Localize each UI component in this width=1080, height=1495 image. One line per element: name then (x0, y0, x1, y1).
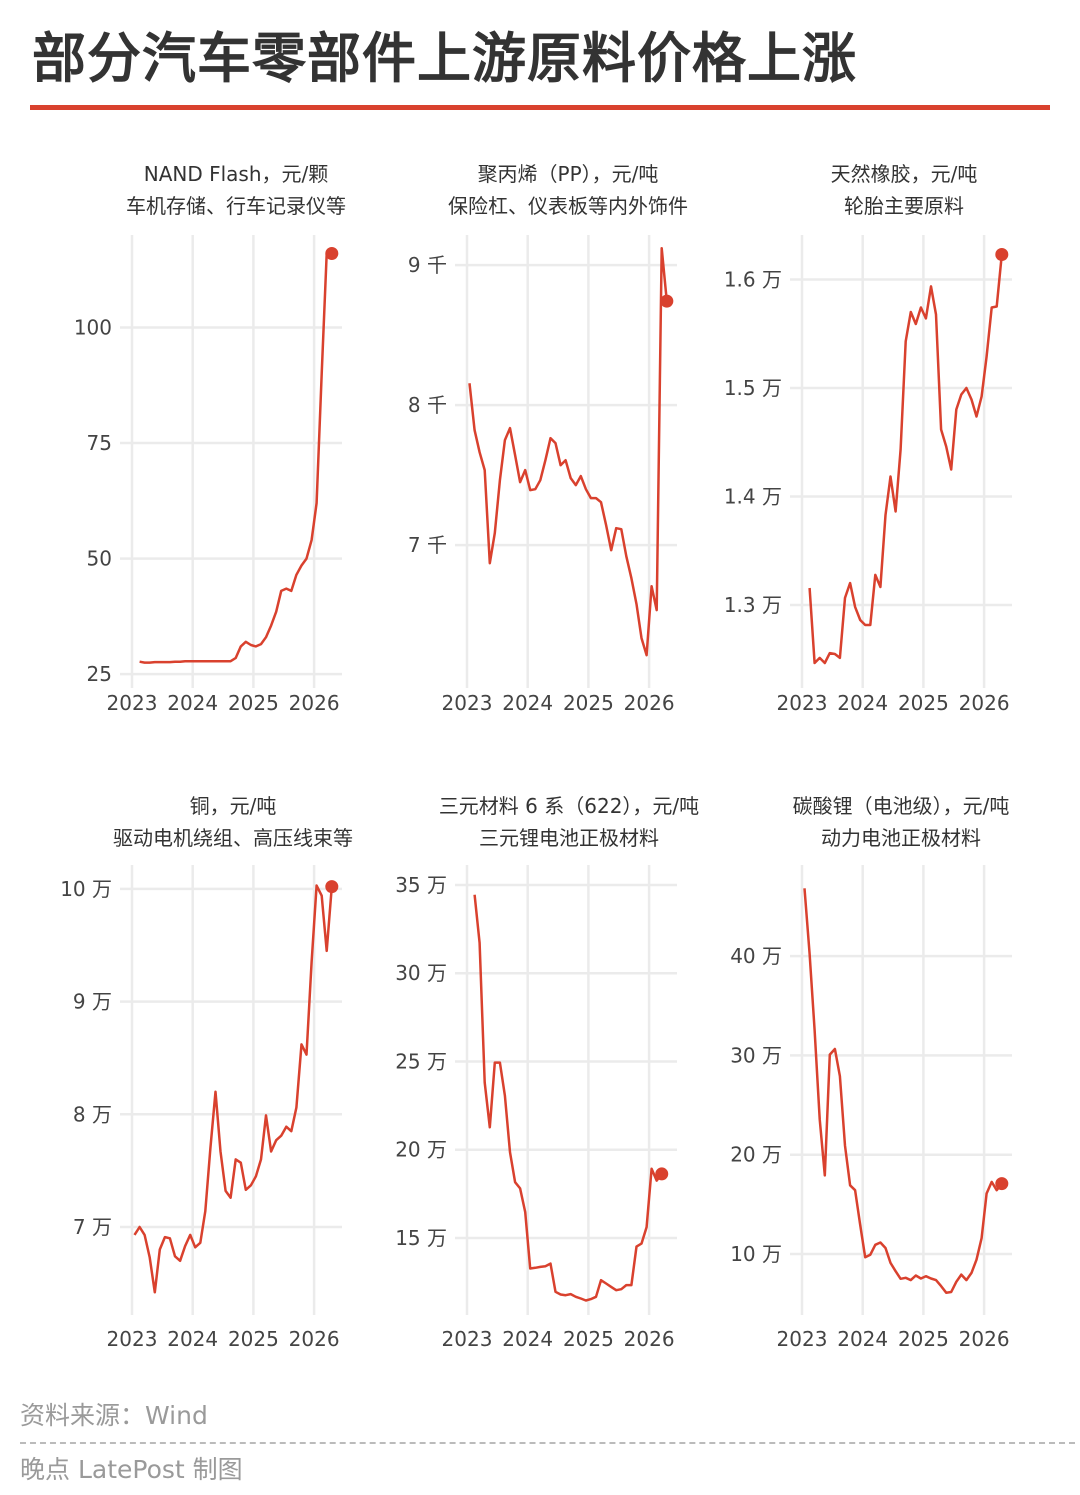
y-tick-label: 1.4 万 (724, 484, 782, 508)
x-tick-label: 2024 (502, 691, 553, 715)
y-tick-label: 50 (87, 547, 112, 571)
x-tick-label: 2023 (107, 1327, 158, 1351)
series-line (139, 252, 332, 664)
y-tick-label: 10 万 (730, 1242, 782, 1266)
panel-subtitle: 保险杠、仪表板等内外饰件 (448, 194, 688, 218)
y-tick-label: 7 千 (408, 533, 447, 557)
y-tick-label: 40 万 (730, 944, 782, 968)
panel-title-nand: NAND Flash，元/颗 车机存储、行车记录仪等 (66, 158, 406, 222)
series-line (803, 888, 1003, 1294)
panel-subtitle: 驱动电机绕组、高压线束等 (113, 826, 353, 850)
x-tick-label: 2023 (777, 1327, 828, 1351)
x-tick-label: 2025 (228, 1327, 279, 1351)
panel-subtitle: 三元锂电池正极材料 (479, 826, 659, 850)
latest-value-dot (655, 1167, 669, 1181)
latest-value-dot (995, 248, 1009, 262)
panel-title: NAND Flash，元/颗 (143, 162, 329, 186)
source-note: 资料来源：Wind (20, 1401, 208, 1430)
x-tick-label: 2024 (837, 1327, 888, 1351)
x-tick-label: 2026 (959, 691, 1010, 715)
panel-title: 天然橡胶，元/吨 (830, 162, 978, 186)
panel-title-rubber: 天然橡胶，元/吨 轮胎主要原料 (734, 158, 1074, 222)
y-tick-label: 8 千 (408, 393, 447, 417)
series-line (133, 884, 334, 1294)
panel-title: 碳酸锂（电池级），元/吨 (792, 794, 1010, 818)
credit-note: 晚点 LatePost 制图 (20, 1455, 243, 1484)
y-tick-label: 7 万 (73, 1215, 112, 1239)
y-tick-label: 35 万 (395, 873, 447, 897)
panel-title: 三元材料 6 系（622），元/吨 (438, 794, 700, 818)
panel-subtitle: 轮胎主要原料 (844, 194, 964, 218)
x-tick-label: 2023 (107, 691, 158, 715)
x-tick-label: 2024 (502, 1327, 553, 1351)
x-tick-label: 2025 (898, 691, 949, 715)
x-tick-label: 2026 (289, 691, 340, 715)
panel-title: 铜，元/吨 (189, 794, 277, 818)
panel-title-copper: 铜，元/吨 驱动电机绕组、高压线束等 (63, 790, 403, 854)
x-tick-label: 2024 (167, 691, 218, 715)
y-tick-label: 8 万 (73, 1102, 112, 1126)
x-tick-label: 2025 (563, 1327, 614, 1351)
y-tick-label: 25 万 (395, 1049, 447, 1073)
panel-title-pp: 聚丙烯（PP），元/吨 保险杠、仪表板等内外饰件 (398, 158, 738, 222)
latest-value-dot (660, 294, 674, 308)
y-tick-label: 9 千 (408, 253, 447, 277)
latest-value-dot (995, 1177, 1009, 1191)
y-tick-label: 100 (74, 315, 112, 339)
x-tick-label: 2024 (167, 1327, 218, 1351)
x-tick-label: 2026 (289, 1327, 340, 1351)
y-tick-label: 75 (87, 431, 112, 455)
footer-divider (20, 1442, 1075, 1444)
y-tick-label: 20 万 (730, 1143, 782, 1167)
x-tick-label: 2023 (442, 1327, 493, 1351)
y-tick-label: 30 万 (395, 961, 447, 985)
panel-subtitle: 动力电池正极材料 (821, 826, 981, 850)
panel-title: 聚丙烯（PP），元/吨 (477, 162, 659, 186)
y-tick-label: 15 万 (395, 1226, 447, 1250)
y-tick-label: 1.6 万 (724, 267, 782, 291)
panel-subtitle: 车机存储、行车记录仪等 (126, 194, 346, 218)
y-tick-label: 30 万 (730, 1043, 782, 1067)
latest-value-dot (325, 880, 339, 894)
y-tick-label: 25 (87, 662, 112, 686)
y-tick-label: 10 万 (60, 877, 112, 901)
x-tick-label: 2026 (959, 1327, 1010, 1351)
y-tick-label: 9 万 (73, 990, 112, 1014)
x-tick-label: 2026 (624, 691, 675, 715)
y-tick-label: 20 万 (395, 1138, 447, 1162)
page-title: 部分汽车零部件上游原料价格上涨 (32, 27, 857, 90)
series-line (473, 894, 663, 1302)
x-tick-label: 2024 (837, 691, 888, 715)
panel-title-lithium-carbonate: 碳酸锂（电池级），元/吨 动力电池正极材料 (731, 790, 1071, 854)
x-tick-label: 2023 (442, 691, 493, 715)
series-line (808, 254, 1004, 665)
x-tick-label: 2026 (624, 1327, 675, 1351)
title-underline (30, 105, 1050, 110)
y-tick-label: 1.5 万 (724, 376, 782, 400)
x-tick-label: 2025 (228, 691, 279, 715)
x-tick-label: 2025 (563, 691, 614, 715)
x-tick-label: 2025 (898, 1327, 949, 1351)
y-tick-label: 1.3 万 (724, 593, 782, 617)
x-tick-label: 2023 (777, 691, 828, 715)
panel-title-ncm622: 三元材料 6 系（622），元/吨 三元锂电池正极材料 (399, 790, 739, 854)
latest-value-dot (325, 246, 339, 260)
series-line (468, 246, 669, 657)
